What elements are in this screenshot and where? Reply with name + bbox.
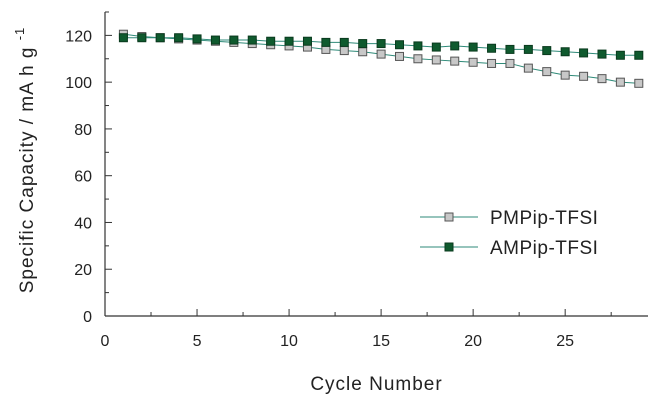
data-point: [560, 47, 570, 57]
legend-marker: [444, 212, 454, 222]
data-point: [137, 33, 147, 43]
data-point: [505, 44, 515, 54]
x-tick-label: 15: [372, 333, 390, 350]
data-point: [597, 74, 607, 84]
x-tick-label: 25: [556, 333, 574, 350]
data-point: [450, 56, 460, 66]
legend-label: AMPip-TFSI: [490, 238, 598, 259]
data-point: [339, 46, 349, 56]
data-point: [413, 41, 423, 51]
data-point: [229, 35, 239, 45]
data-point: [579, 71, 589, 81]
data-point: [634, 50, 644, 60]
data-point: [431, 42, 441, 52]
x-axis-title: Cycle Number: [310, 374, 442, 395]
axes: 0 5 10 15 20 25 0 20 40 60 80 100 120: [65, 11, 648, 350]
data-point: [155, 33, 165, 43]
x-tick-label: 5: [193, 333, 202, 350]
y-tick-label: 60: [74, 169, 92, 186]
data-point: [468, 42, 478, 52]
y-axis-title-superscript: -1: [12, 27, 27, 41]
data-point: [468, 57, 478, 67]
data-point: [487, 43, 497, 53]
data-point: [542, 46, 552, 56]
data-point: [247, 35, 257, 45]
y-tick-label: 40: [74, 215, 92, 232]
data-point: [560, 70, 570, 80]
y-tick-label: 100: [65, 75, 92, 92]
data-point: [210, 35, 220, 45]
data-point: [634, 78, 644, 88]
legend-label: PMPip-TFSI: [490, 208, 598, 229]
data-point: [431, 55, 441, 65]
legend: PMPip-TFSI AMPip-TFSI: [420, 208, 598, 259]
x-tick-label: 20: [464, 333, 482, 350]
y-tick-label: 80: [74, 122, 92, 139]
y-tick-label: 20: [74, 262, 92, 279]
data-point: [266, 36, 276, 46]
data-point: [339, 37, 349, 47]
data-point: [192, 34, 202, 44]
data-point: [413, 54, 423, 64]
data-point: [579, 48, 589, 58]
data-point: [597, 49, 607, 59]
data-point: [358, 47, 368, 57]
data-point: [523, 44, 533, 54]
legend-marker: [444, 242, 454, 252]
x-tick-label: 10: [280, 333, 298, 350]
plot-area: [118, 29, 644, 88]
data-point: [523, 63, 533, 73]
data-point: [302, 36, 312, 46]
data-point: [118, 33, 128, 43]
data-point: [615, 50, 625, 60]
y-axis-title-main: Specific Capacity / mA h g: [17, 47, 38, 294]
data-point: [450, 41, 460, 51]
data-point: [395, 51, 405, 61]
data-point: [505, 58, 515, 68]
y-tick-label: 0: [83, 309, 92, 326]
data-point: [321, 37, 331, 47]
x-tick-label: 0: [101, 333, 110, 350]
data-point: [376, 49, 386, 59]
data-point: [358, 39, 368, 49]
y-tick-label: 120: [65, 28, 92, 45]
data-point: [615, 77, 625, 87]
data-point: [376, 39, 386, 49]
data-point: [284, 36, 294, 46]
data-point: [174, 33, 184, 43]
data-point: [395, 40, 405, 50]
data-point: [487, 58, 497, 68]
y-axis-title: Specific Capacity / mA h g -1: [12, 27, 38, 294]
data-point: [542, 67, 552, 77]
